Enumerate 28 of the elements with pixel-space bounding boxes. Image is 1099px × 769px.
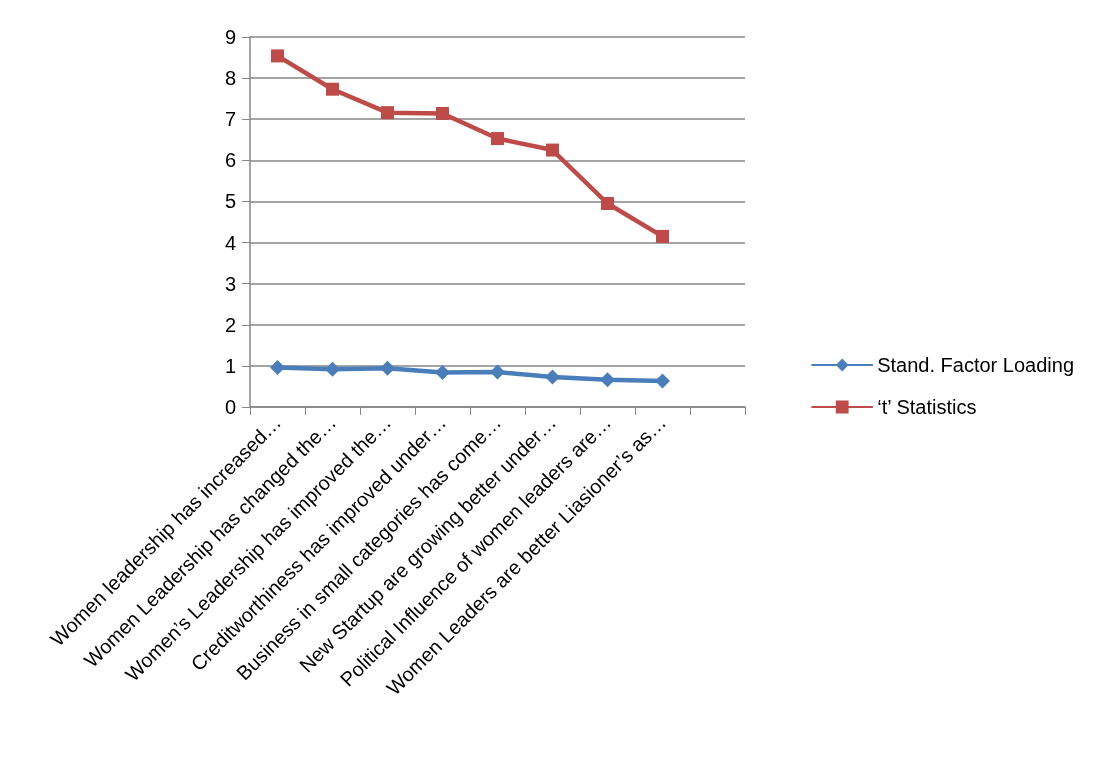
point — [325, 361, 340, 377]
point — [435, 364, 450, 380]
y-tick-label: 3 — [224, 272, 236, 295]
legend-label: Stand. Factor Loading — [877, 354, 1074, 376]
point — [491, 132, 504, 146]
point — [546, 143, 559, 157]
point — [271, 49, 284, 63]
point — [655, 373, 670, 389]
point — [601, 197, 614, 210]
y-tick-label: 5 — [224, 190, 236, 213]
y-tick-label: 4 — [224, 231, 236, 254]
point — [436, 106, 449, 120]
y-tick-label: 9 — [224, 26, 236, 48]
point — [656, 229, 669, 243]
y-tick-label: 6 — [224, 149, 236, 172]
point — [490, 364, 505, 380]
point — [326, 82, 339, 96]
y-tick-label: 2 — [224, 313, 236, 336]
point — [545, 369, 560, 385]
y-tick-label: 1 — [224, 354, 236, 377]
y-tick-label: 8 — [224, 67, 236, 90]
point — [381, 106, 394, 120]
point — [270, 360, 285, 376]
point — [380, 360, 395, 376]
point — [600, 372, 615, 388]
y-tick-label: 0 — [224, 396, 236, 418]
y-tick-label: 7 — [224, 108, 236, 131]
legend-label: ‘t’ Statistics — [877, 396, 977, 418]
